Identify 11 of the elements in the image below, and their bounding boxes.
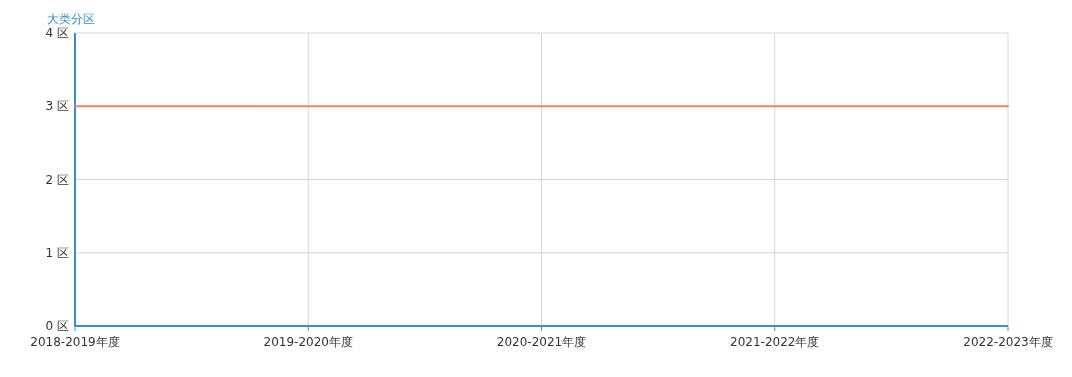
x-tick-label: 2018-2019年度 — [30, 335, 120, 349]
x-tick-label: 2022-2023年度 — [963, 335, 1053, 349]
y-axis-title: 大类分区 — [47, 12, 95, 26]
x-tick-label: 2021-2022年度 — [730, 335, 820, 349]
x-tick-label: 2019-2020年度 — [263, 335, 353, 349]
y-tick-label: 4 区 — [45, 26, 69, 40]
y-tick-label: 0 区 — [45, 319, 69, 333]
y-tick-label: 1 区 — [45, 245, 69, 260]
y-tick-label: 2 区 — [45, 172, 69, 187]
x-tick-label: 2020-2021年度 — [496, 335, 587, 349]
y-tick-label: 3 区 — [45, 99, 69, 114]
